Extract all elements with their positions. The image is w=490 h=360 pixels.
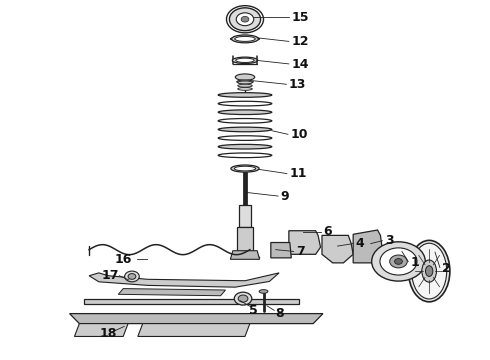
Text: 7: 7 [296, 245, 305, 258]
Ellipse shape [231, 165, 259, 172]
Circle shape [394, 258, 402, 264]
Ellipse shape [218, 110, 272, 114]
Polygon shape [239, 205, 251, 227]
Polygon shape [271, 243, 291, 258]
Text: 1: 1 [411, 256, 419, 269]
Ellipse shape [218, 93, 272, 97]
Text: 10: 10 [290, 128, 308, 141]
Text: 9: 9 [281, 190, 289, 203]
Circle shape [241, 17, 249, 22]
Text: 2: 2 [442, 262, 451, 275]
Circle shape [124, 271, 139, 282]
Text: 17: 17 [101, 269, 119, 282]
Polygon shape [322, 235, 353, 263]
Ellipse shape [232, 57, 258, 64]
Ellipse shape [238, 87, 252, 90]
Polygon shape [118, 289, 225, 296]
Text: 15: 15 [291, 11, 309, 24]
Text: 4: 4 [356, 237, 365, 250]
Circle shape [238, 295, 248, 302]
Circle shape [234, 292, 252, 305]
Text: 14: 14 [291, 58, 309, 71]
Circle shape [128, 274, 136, 279]
Text: 16: 16 [115, 253, 132, 266]
Circle shape [380, 248, 417, 275]
Polygon shape [70, 314, 323, 324]
Ellipse shape [412, 243, 447, 299]
Ellipse shape [234, 166, 256, 171]
Text: 13: 13 [289, 78, 306, 91]
Polygon shape [230, 251, 260, 259]
Ellipse shape [235, 36, 255, 41]
Ellipse shape [409, 240, 450, 302]
Text: 3: 3 [385, 234, 393, 247]
Polygon shape [237, 227, 253, 251]
Ellipse shape [422, 260, 437, 282]
Polygon shape [89, 273, 279, 287]
Ellipse shape [238, 81, 252, 84]
Polygon shape [289, 231, 320, 254]
Circle shape [229, 8, 261, 31]
Text: 5: 5 [249, 304, 258, 317]
Ellipse shape [230, 37, 260, 41]
Ellipse shape [236, 58, 254, 63]
Circle shape [372, 242, 425, 281]
Ellipse shape [235, 74, 255, 80]
Polygon shape [138, 324, 250, 337]
Ellipse shape [218, 144, 272, 149]
Ellipse shape [232, 35, 258, 43]
Polygon shape [353, 230, 382, 263]
Ellipse shape [237, 80, 253, 84]
Text: 11: 11 [289, 167, 307, 180]
Text: 12: 12 [291, 35, 309, 48]
Ellipse shape [238, 84, 252, 87]
Circle shape [236, 13, 254, 26]
Text: 6: 6 [323, 225, 332, 238]
Ellipse shape [218, 127, 272, 132]
Polygon shape [84, 299, 298, 304]
Ellipse shape [259, 290, 268, 293]
Text: 18: 18 [100, 327, 117, 340]
Circle shape [390, 255, 407, 268]
Ellipse shape [425, 266, 433, 276]
Text: 8: 8 [275, 307, 284, 320]
Polygon shape [74, 324, 128, 337]
